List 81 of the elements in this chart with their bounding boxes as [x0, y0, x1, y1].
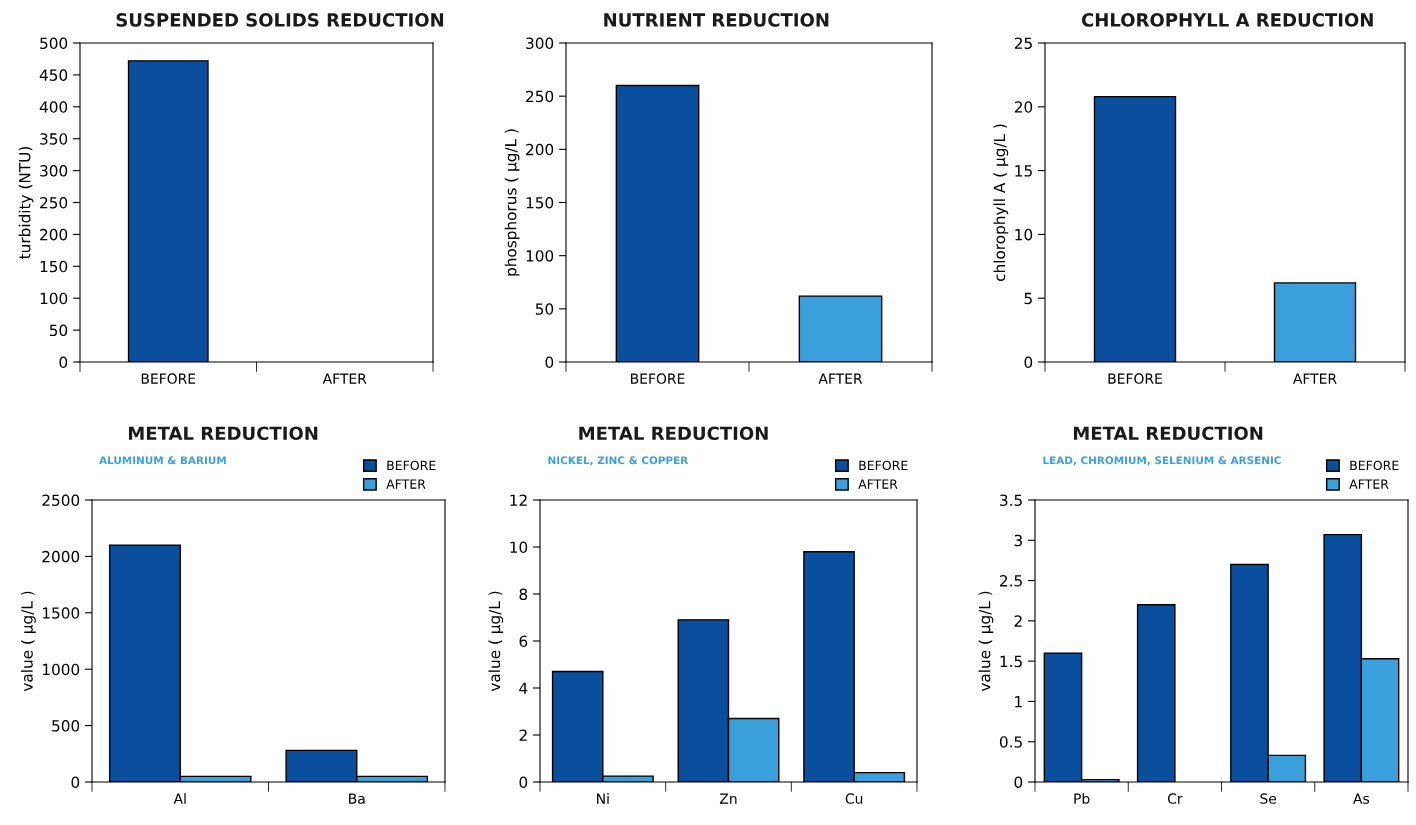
- chart-title: CHLOROPHYLL A REDUCTION: [1081, 13, 1373, 27]
- x-tick-label: Pb: [1074, 793, 1090, 804]
- y-tick-label: 350: [40, 133, 68, 145]
- y-tick-label: 300: [40, 165, 68, 177]
- x-tick-label: Ni: [597, 793, 609, 804]
- y-tick-label: 1: [1015, 696, 1022, 708]
- y-tick-label: 10: [510, 541, 528, 554]
- chart-subtitle: ALUMINUM & BARIUM: [99, 456, 226, 465]
- y-tick-label: 150: [526, 196, 554, 209]
- y-tick-label: 0: [545, 356, 554, 369]
- y-tick-label: 450: [39, 69, 68, 81]
- y-tick-label: 2000: [42, 550, 80, 563]
- x-tick-label: AFTER: [322, 373, 367, 384]
- y-tick-label: 2: [1014, 615, 1022, 627]
- y-tick-label: 2: [519, 729, 527, 741]
- y-tick-label: 50: [49, 324, 68, 337]
- y-tick-label: 200: [526, 143, 554, 156]
- x-tick-label: AFTER: [1293, 373, 1337, 384]
- y-tick-label: 50: [535, 303, 554, 315]
- chart-subtitle: LEAD, CHROMIUM, SELENIUM & ARSENIC: [1043, 456, 1281, 466]
- x-tick-label: Zn: [719, 793, 737, 804]
- y-tick-label: 0: [1024, 356, 1033, 369]
- y-tick-label: 8: [519, 588, 528, 601]
- y-tick-label: 5: [1024, 292, 1032, 305]
- chart-title: METAL REDUCTION: [128, 426, 318, 441]
- y-tick-label: 300: [526, 37, 554, 50]
- y-tick-label: 150: [40, 260, 68, 273]
- y-axis-title: phosphorus ( µg/L ): [504, 129, 520, 276]
- y-tick-label: 15: [1015, 165, 1032, 177]
- x-tick-label: BEFORE: [141, 373, 196, 384]
- y-axis-title: value ( µg/L ): [978, 591, 994, 692]
- y-tick-label: 20: [1014, 101, 1033, 113]
- y-tick-label: 500: [40, 37, 68, 50]
- y-tick-label: 1500: [42, 607, 80, 619]
- y-tick-label: 1000: [42, 663, 80, 676]
- y-tick-label: 100: [526, 250, 554, 262]
- y-tick-label: 100: [40, 292, 68, 305]
- chart-title: METAL REDUCTION: [579, 426, 768, 441]
- legend-label: AFTER: [386, 479, 426, 489]
- y-tick-label: 0: [1014, 776, 1023, 789]
- y-tick-label: 2500: [42, 494, 80, 507]
- y-tick-label: 400: [39, 101, 68, 113]
- y-axis-title: value ( µg/L ): [20, 591, 36, 692]
- y-tick-label: 250: [40, 196, 68, 209]
- y-tick-label: 200: [40, 228, 68, 241]
- legend-label: BEFORE: [1350, 460, 1399, 471]
- y-tick-label: 3: [1014, 534, 1022, 547]
- legend-label: BEFORE: [387, 460, 436, 471]
- y-tick-label: 2.5: [1000, 575, 1022, 587]
- x-tick-label: As: [1353, 793, 1370, 804]
- y-tick-label: 1.5: [1000, 655, 1022, 668]
- x-tick-label: Cu: [845, 793, 863, 804]
- y-tick-label: 0.5: [999, 736, 1022, 748]
- chart-title: NUTRIENT REDUCTION: [604, 13, 829, 27]
- y-axis-title: chlorophyll A ( µg/L ): [993, 124, 1009, 282]
- y-tick-label: 0: [71, 776, 80, 789]
- chart-title: SUSPENDED SOLIDS REDUCTION: [116, 13, 444, 27]
- y-axis-title: turbidity (NTU): [18, 147, 34, 259]
- x-tick-label: AFTER: [818, 373, 863, 384]
- chart-subtitle: NICKEL, ZINC & COPPER: [548, 456, 689, 466]
- y-tick-label: 3.5: [1000, 494, 1022, 507]
- legend-label: BEFORE: [859, 460, 908, 471]
- y-tick-label: 25: [1014, 37, 1032, 50]
- x-tick-label: BEFORE: [631, 373, 685, 384]
- x-tick-label: Se: [1260, 793, 1277, 804]
- y-tick-label: 4: [519, 682, 528, 694]
- x-tick-label: Al: [173, 793, 186, 804]
- legend-label: AFTER: [1349, 479, 1389, 489]
- x-tick-label: Ba: [349, 793, 365, 804]
- y-axis-title: value ( µg/L ): [488, 591, 504, 692]
- x-tick-label: BEFORE: [1108, 373, 1162, 384]
- y-tick-label: 6: [519, 635, 528, 648]
- y-tick-label: 10: [1015, 228, 1033, 241]
- y-tick-label: 0: [519, 776, 528, 789]
- y-tick-label: 500: [52, 720, 80, 732]
- legend-label: AFTER: [858, 479, 898, 489]
- x-tick-label: Cr: [1167, 793, 1183, 804]
- chart-title: METAL REDUCTION: [1073, 426, 1263, 441]
- y-tick-label: 250: [526, 90, 554, 103]
- y-tick-label: 12: [510, 494, 527, 506]
- y-tick-label: 0: [59, 356, 68, 369]
